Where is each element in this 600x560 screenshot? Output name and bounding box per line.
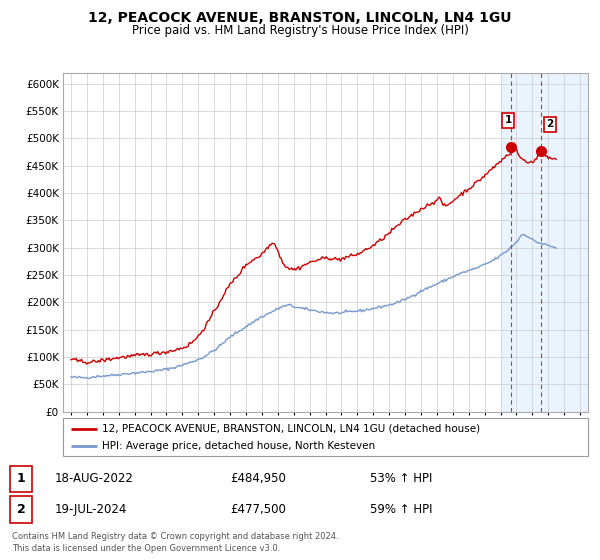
FancyBboxPatch shape (10, 465, 32, 492)
Bar (550, 73, 600, 412)
Text: 53% ↑ HPI: 53% ↑ HPI (370, 472, 433, 486)
Text: 2: 2 (17, 503, 25, 516)
Text: £477,500: £477,500 (230, 503, 286, 516)
FancyBboxPatch shape (63, 418, 588, 456)
Text: Contains HM Land Registry data © Crown copyright and database right 2024.
This d: Contains HM Land Registry data © Crown c… (12, 533, 338, 553)
Text: 19-JUL-2024: 19-JUL-2024 (55, 503, 127, 516)
Text: Price paid vs. HM Land Registry's House Price Index (HPI): Price paid vs. HM Land Registry's House … (131, 24, 469, 36)
Text: 1: 1 (17, 472, 25, 486)
Text: 59% ↑ HPI: 59% ↑ HPI (370, 503, 433, 516)
FancyBboxPatch shape (10, 496, 32, 523)
Bar (502, 73, 600, 412)
Text: 2: 2 (546, 119, 553, 129)
Text: HPI: Average price, detached house, North Kesteven: HPI: Average price, detached house, Nort… (103, 441, 376, 451)
Text: 12, PEACOCK AVENUE, BRANSTON, LINCOLN, LN4 1GU (detached house): 12, PEACOCK AVENUE, BRANSTON, LINCOLN, L… (103, 423, 481, 433)
Text: 18-AUG-2022: 18-AUG-2022 (55, 472, 134, 486)
Text: £484,950: £484,950 (230, 472, 286, 486)
Text: 1: 1 (505, 115, 512, 125)
Text: 12, PEACOCK AVENUE, BRANSTON, LINCOLN, LN4 1GU: 12, PEACOCK AVENUE, BRANSTON, LINCOLN, L… (88, 11, 512, 25)
